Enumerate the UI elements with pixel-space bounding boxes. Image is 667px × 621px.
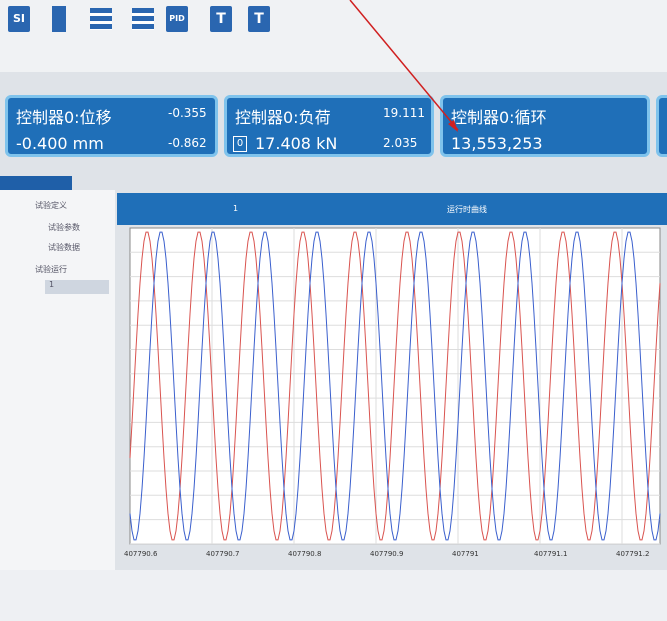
tree-item[interactable]: 试验参数	[48, 222, 80, 233]
tree-item[interactable]: 试验定义	[35, 200, 67, 211]
tree-panel: 试验定义 试验参数 试验数据 试验运行 1	[0, 190, 115, 570]
chart-header: 1 运行时曲线	[117, 193, 667, 225]
x-tick-label: 407790.9	[370, 550, 403, 558]
arrow-head	[448, 120, 458, 132]
chart-title: 运行时曲线	[447, 204, 487, 215]
chart-tab[interactable]: 1	[233, 204, 238, 213]
x-tick-label: 407790.6	[124, 550, 157, 558]
screen: SI PID T T 控制器0:位移 -0.400 mm -0.355 -0.8…	[0, 0, 667, 621]
tree-item[interactable]: 1	[45, 280, 109, 294]
plot	[117, 225, 667, 547]
x-tick-label: 407791	[452, 550, 479, 558]
tree-item[interactable]: 试验运行	[35, 264, 67, 275]
tab[interactable]	[0, 176, 72, 190]
annotation	[0, 0, 667, 140]
log-panel	[0, 570, 667, 621]
plot-area	[130, 228, 660, 544]
x-tick-label: 407791.2	[616, 550, 649, 558]
x-tick-label: 407790.8	[288, 550, 321, 558]
tree-item[interactable]: 试验数据	[48, 242, 80, 253]
x-tick-label: 407790.7	[206, 550, 239, 558]
x-tick-label: 407791.1	[534, 550, 567, 558]
arrow	[350, 0, 458, 130]
